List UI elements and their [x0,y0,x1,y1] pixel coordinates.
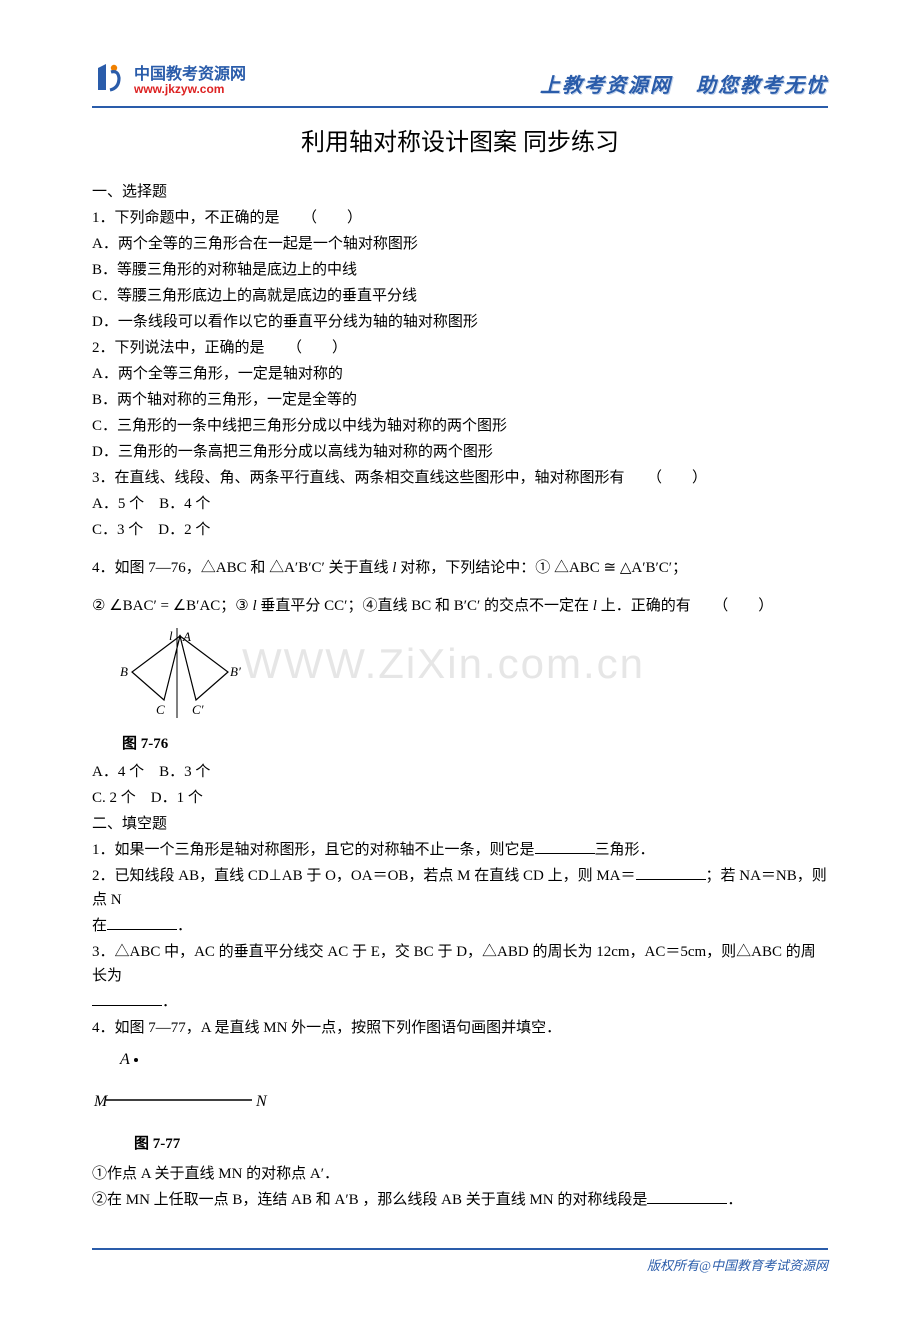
fill-1-pre: 1．如果一个三角形是轴对称图形，且它的对称轴不止一条，则它是 [92,842,535,858]
page-title: 利用轴对称设计图案 同步练习 [92,124,828,162]
fill-blank [636,865,706,880]
q1-option-b: B．等腰三角形的对称轴是底边上的中线 [92,258,828,282]
q1-option-c: C．等腰三角形底边上的高就是底边的垂直平分线 [92,284,828,308]
svg-text:l: l [169,628,173,643]
q2-stem: 2．下列说法中，正确的是 （ ） [92,336,828,360]
fill-1-post: 三角形． [595,842,655,858]
section-2-header: 二、填空题 [92,812,828,836]
q4-line1: 4．如图 7—76，△ABC 和 △A′B′C′ 关于直线 l 对称，下列结论中… [92,556,828,580]
fill-2-line2-pre: 在 [92,918,107,934]
svg-text:M: M [93,1093,109,1110]
fill-blank [647,1189,727,1204]
svg-text:C: C [156,702,165,717]
q4-line2-c: 上．正确的有 （ ） [597,598,773,614]
section-1-header: 一、选择题 [92,180,828,204]
q3-options-ab: A．5 个 B．4 个 [92,492,828,516]
q2-option-a: A．两个全等三角形，一定是轴对称的 [92,362,828,386]
fill-2-line2: 在． [92,914,828,938]
q4-line1-mid: 对称，下列结论中：① △ABC ≅ △A′B′C′； [396,560,687,576]
header-slogan: 上教考资源网 助您教考无忧 [540,70,828,102]
q4-line1-pre: 4．如图 7—76，△ABC 和 △A′B′C′ 关于直线 [92,560,392,576]
q1-option-a: A．两个全等的三角形合在一起是一个轴对称图形 [92,232,828,256]
brand-url: www.jkzyw.com [134,83,246,96]
fill-3-line2: ． [92,990,828,1014]
q1-stem: 1．下列命题中，不正确的是 （ ） [92,206,828,230]
q3-options-cd: C．3 个 D．2 个 [92,518,828,542]
q3-stem-text: 3．在直线、线段、角、两条平行直线、两条相交直线这些图形中，轴对称图形有 （ ） [92,470,707,486]
q4-options-cd: C. 2 个 D．1 个 [92,786,828,810]
figure-7-76: l A B B′ C C′ [102,628,828,726]
fill-4-sub2-pre: ②在 MN 上任取一点 B，连结 AB 和 A′B ，那么线段 AB 关于直线 … [92,1192,647,1208]
q4-line2-b: 垂直平分 CC′；④直线 BC 和 B′C′ 的交点不一定在 [257,598,593,614]
q4-options-ab: A．4 个 B．3 个 [92,760,828,784]
svg-text:C′: C′ [192,702,204,717]
q2-option-b: B．两个轴对称的三角形，一定是全等的 [92,388,828,412]
fill-4-sub2: ②在 MN 上任取一点 B，连结 AB 和 A′B ，那么线段 AB 关于直线 … [92,1188,828,1212]
svg-text:A: A [119,1051,130,1068]
svg-text:N: N [255,1093,268,1110]
svg-text:A: A [182,629,191,644]
page-footer: 版权所有@中国教育考试资源网 [92,1248,828,1277]
slogan-left: 上教考资源网 [540,75,672,97]
fill-2-pre: 2．已知线段 AB，直线 CD⊥AB 于 O，OA＝OB，若点 M 在直线 CD… [92,868,636,884]
fill-4-stem: 4．如图 7—77，A 是直线 MN 外一点，按照下列作图语句画图并填空． [92,1016,828,1040]
q4-line2: ② ∠BAC′ = ∠B′AC；③ l 垂直平分 CC′；④直线 BC 和 B′… [92,594,828,618]
logo-block: 中国教考资源网 www.jkzyw.com [92,60,246,102]
q2-option-c: C．三角形的一条中线把三角形分成以中线为轴对称的两个图形 [92,414,828,438]
q2-option-d: D．三角形的一条高把三角形分成以高线为轴对称的两个图形 [92,440,828,464]
fill-2-line1: 2．已知线段 AB，直线 CD⊥AB 于 O，OA＝OB，若点 M 在直线 CD… [92,864,828,912]
figure-7-77-caption: 图 7-77 [134,1132,828,1156]
logo-icon [92,60,126,102]
slogan-right: 助您教考无忧 [696,75,828,97]
brand-name-cn: 中国教考资源网 [134,66,246,84]
page-header: 中国教考资源网 www.jkzyw.com 上教考资源网 助您教考无忧 [92,60,828,108]
q3-stem: 3．在直线、线段、角、两条平行直线、两条相交直线这些图形中，轴对称图形有 （ ） [92,466,828,490]
fill-blank [107,915,177,930]
fill-4-sub1: ①作点 A 关于直线 MN 的对称点 A′． [92,1162,828,1186]
q1-option-d: D．一条线段可以看作以它的垂直平分线为轴的轴对称图形 [92,310,828,334]
figure-7-76-caption: 图 7-76 [122,732,828,756]
fill-3-line1: 3．△ABC 中，AC 的垂直平分线交 AC 于 E，交 BC 于 D，△ABD… [92,940,828,988]
fill-blank [92,991,162,1006]
fill-blank [535,839,595,854]
svg-text:B: B [120,664,128,679]
fill-1: 1．如果一个三角形是轴对称图形，且它的对称轴不止一条，则它是 三角形． [92,838,828,862]
figure-7-77: A M N [92,1046,828,1124]
footer-copyright: 版权所有@中国教育考试资源网 [647,1258,828,1273]
svg-text:B′: B′ [230,664,241,679]
q4-line2-a: ② ∠BAC′ = ∠B′AC；③ [92,598,253,614]
